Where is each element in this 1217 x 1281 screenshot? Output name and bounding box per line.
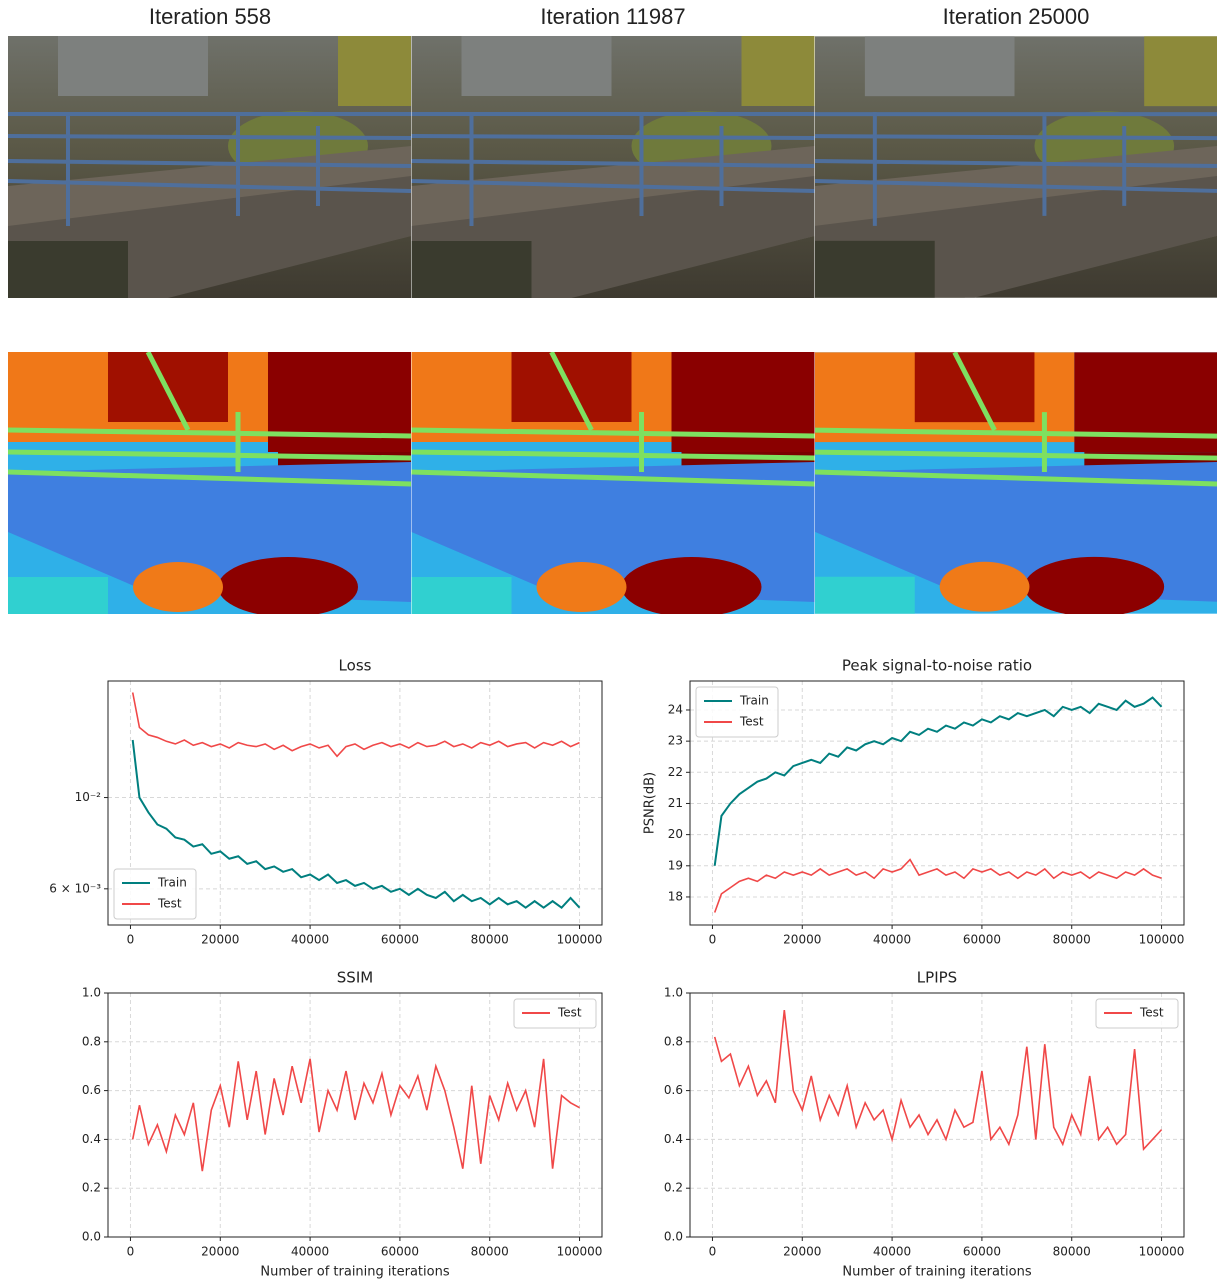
x-tick-label: 40000 — [291, 1245, 329, 1259]
y-tick-label: 1.0 — [82, 986, 101, 1000]
y-tick-label: 24 — [668, 702, 683, 716]
y-axis-label: PSNR(dB) — [643, 772, 658, 834]
x-tick-label: 40000 — [291, 933, 329, 947]
depth-render — [412, 352, 815, 617]
y-tick-label: 0.6 — [82, 1083, 101, 1097]
x-tick-label: 60000 — [963, 1245, 1001, 1259]
rgb-render — [412, 36, 815, 298]
x-tick-label: 80000 — [471, 933, 509, 947]
plot-frame — [689, 992, 1185, 1238]
legend-box — [113, 868, 197, 920]
chart-title: LPIPS — [917, 969, 957, 987]
rgb-render — [8, 36, 411, 298]
x-tick-label: 20000 — [201, 933, 239, 947]
y-tick-label: 21 — [668, 796, 683, 810]
y-tick-label: 0.2 — [82, 1181, 101, 1195]
x-axis-label: Number of training iterations — [260, 1265, 449, 1280]
x-tick-label: 40000 — [873, 1245, 911, 1259]
x-axis-label: Number of training iterations — [842, 1265, 1031, 1280]
y-tick-label: 0.4 — [664, 1132, 683, 1146]
data-line — [131, 1058, 580, 1172]
panel-title: Iteration 11987 — [540, 4, 685, 29]
y-tick-label: 20 — [668, 827, 683, 841]
x-tick-label: 60000 — [963, 933, 1001, 947]
y-tick-label: 0.4 — [82, 1132, 101, 1146]
legend-label: Train — [157, 876, 187, 890]
data-line — [713, 1009, 1163, 1152]
x-tick-label: 60000 — [381, 1245, 419, 1259]
legend-box — [695, 686, 779, 738]
y-tick-label: 0.2 — [664, 1181, 683, 1195]
legend-label: Test — [157, 897, 182, 911]
plot-frame — [107, 992, 603, 1238]
panel-title: Iteration 25000 — [943, 4, 1090, 29]
chart-title: Loss — [339, 657, 372, 675]
chart-title: Peak signal-to-noise ratio — [842, 657, 1032, 675]
x-tick-label: 80000 — [1053, 1245, 1091, 1259]
x-tick-label: 80000 — [1053, 933, 1091, 947]
data-line — [713, 696, 1163, 866]
depth-render — [815, 352, 1217, 616]
chart-title: SSIM — [337, 969, 373, 987]
legend-label: Test — [557, 1006, 582, 1020]
legend-label: Test — [1139, 1006, 1164, 1020]
x-tick-label: 0 — [709, 1245, 717, 1259]
legend-label: Train — [739, 694, 769, 708]
plot-frame — [107, 680, 603, 926]
y-tick-label: 0.6 — [664, 1083, 683, 1097]
x-tick-label: 100000 — [557, 1245, 603, 1259]
x-tick-label: 100000 — [557, 933, 603, 947]
depth-render — [8, 352, 411, 617]
legend-box — [1095, 998, 1179, 1029]
y-tick-label: 0.8 — [664, 1034, 683, 1048]
x-tick-label: 60000 — [381, 933, 419, 947]
y-tick-label: 0.0 — [82, 1230, 101, 1244]
data-line — [713, 858, 1162, 913]
x-tick-label: 20000 — [783, 1245, 821, 1259]
y-tick-label: 18 — [668, 889, 683, 903]
x-tick-label: 80000 — [471, 1245, 509, 1259]
x-tick-label: 20000 — [201, 1245, 239, 1259]
data-line — [131, 692, 580, 758]
legend-box — [513, 998, 597, 1029]
panel-title: Iteration 558 — [149, 4, 271, 29]
data-line — [131, 739, 581, 909]
plot-frame — [689, 680, 1185, 926]
rgb-render — [815, 36, 1217, 298]
x-tick-label: 0 — [127, 1245, 135, 1259]
image-panels: Iteration 558 Iteration 11987 Iteration … — [8, 4, 1217, 617]
x-tick-label: 0 — [127, 933, 135, 947]
y-tick-label: 0.0 — [664, 1230, 683, 1244]
y-tick-label: 10⁻² — [75, 790, 102, 804]
x-tick-label: 100000 — [1139, 1245, 1185, 1259]
y-tick-label: 1.0 — [664, 986, 683, 1000]
y-tick-label: 23 — [668, 734, 683, 748]
y-tick-label: 6 × 10⁻³ — [49, 881, 101, 895]
x-tick-label: 0 — [709, 933, 717, 947]
y-tick-label: 22 — [668, 765, 683, 779]
y-tick-label: 0.8 — [82, 1034, 101, 1048]
x-tick-label: 40000 — [873, 933, 911, 947]
x-tick-label: 100000 — [1139, 933, 1185, 947]
legend-label: Test — [739, 715, 764, 729]
y-tick-label: 19 — [668, 858, 683, 872]
x-tick-label: 20000 — [783, 933, 821, 947]
